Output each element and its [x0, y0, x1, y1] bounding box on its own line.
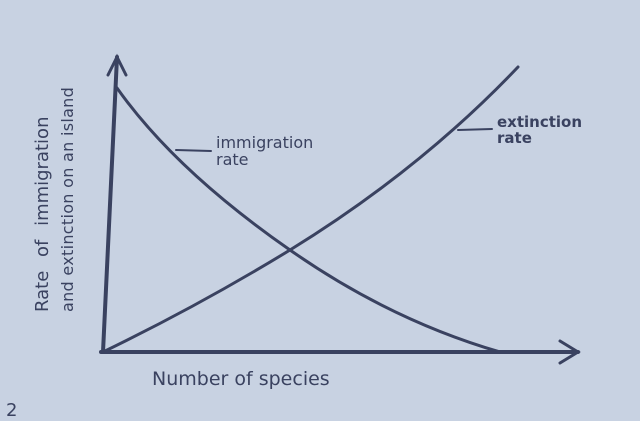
- immigration-rate-label: immigration rate: [216, 134, 313, 168]
- x-axis-arrowhead: [558, 339, 581, 365]
- y-axis: [101, 55, 119, 354]
- extinction-label-line2: rate: [497, 129, 532, 147]
- y-axis-arrowhead: [106, 53, 128, 77]
- immigration-label-line1: immigration: [216, 133, 314, 152]
- x-axis-label: Number of species: [152, 368, 330, 390]
- immigration-rate-curve: [115, 86, 502, 354]
- extinction-rate-label: extinction rate: [497, 114, 582, 146]
- y-axis-label-line1: Rate of immigration: [32, 116, 53, 312]
- page-number-fragment: 2: [6, 400, 18, 421]
- extinction-rate-curve: [101, 65, 520, 354]
- immigration-label-line2: rate: [216, 150, 249, 169]
- y-axis-label-line2: and extinction on an island: [58, 86, 77, 312]
- extinction-leader-line: [457, 128, 493, 131]
- extinction-label-line1: extinction: [497, 113, 583, 131]
- immigration-leader-line: [175, 149, 212, 152]
